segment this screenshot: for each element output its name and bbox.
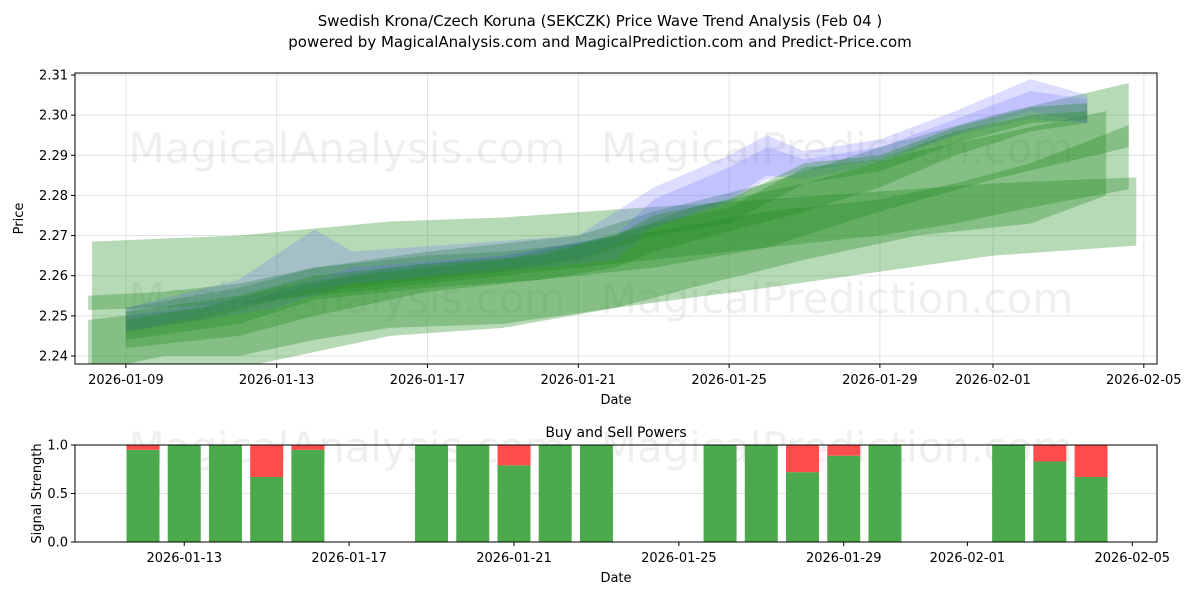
buy-bar xyxy=(538,445,572,542)
x-axis-label: Date xyxy=(600,393,631,408)
buy-bar xyxy=(291,449,325,542)
x-tick-label: 2026-01-21 xyxy=(476,551,552,566)
x-tick-label: 2026-02-01 xyxy=(955,373,1031,388)
plot-frame xyxy=(74,72,1158,365)
buy-bar xyxy=(744,445,778,542)
green-wave-band xyxy=(125,111,1088,332)
y-tick-label: 2.28 xyxy=(39,189,68,204)
x-tick-label: 2026-01-29 xyxy=(842,373,918,388)
green-wave-band xyxy=(88,111,1107,364)
watermark: MagicalAnalysis.com xyxy=(129,124,566,173)
y-tick-label: 0.0 xyxy=(47,536,68,551)
watermark: MagicalPrediction.com xyxy=(601,124,1074,173)
sell-bar xyxy=(126,445,160,450)
sell-bar xyxy=(250,445,284,478)
sell-bar xyxy=(1074,445,1108,478)
chart-title: Swedish Krona/Czech Koruna (SEKCZK) Pric… xyxy=(318,12,883,30)
buy-bar xyxy=(250,477,284,542)
green-wave-band xyxy=(88,125,1129,310)
y-tick-label: 2.25 xyxy=(39,309,68,324)
x-tick-label: 2026-01-21 xyxy=(541,373,617,388)
y-axis-label: Price xyxy=(12,203,27,235)
sell-bar xyxy=(827,445,861,456)
buy-bar xyxy=(703,445,737,542)
sell-bar xyxy=(786,445,820,473)
buy-bar xyxy=(868,445,902,542)
buy-bar xyxy=(786,472,820,542)
buy-bar xyxy=(208,445,242,542)
y-tick-label: 0.5 xyxy=(47,487,68,502)
x-tick-label: 2026-01-17 xyxy=(390,373,466,388)
x-tick-label: 2026-01-17 xyxy=(311,551,387,566)
blue-wave-band xyxy=(125,79,1088,332)
watermark: MagicalAnalysis.com xyxy=(129,274,566,323)
y-tick-label: 2.26 xyxy=(39,269,68,284)
x-tick-label: 2026-01-25 xyxy=(641,551,717,566)
sell-bar xyxy=(1033,445,1067,462)
signal-chart: MagicalAnalysis.comMagicalPrediction.com… xyxy=(30,423,1170,586)
y-tick-label: 2.31 xyxy=(39,69,68,84)
y-tick-label: 2.27 xyxy=(39,229,68,244)
x-axis-label: Date xyxy=(600,571,631,586)
x-tick-label: 2026-01-09 xyxy=(88,373,164,388)
subplot-title: Buy and Sell Powers xyxy=(545,425,686,441)
x-tick-label: 2026-01-13 xyxy=(146,551,222,566)
x-tick-label: 2026-02-01 xyxy=(930,551,1006,566)
chart-subtitle: powered by MagicalAnalysis.com and Magic… xyxy=(288,33,912,51)
buy-bar xyxy=(579,445,613,542)
green-wave-band xyxy=(91,177,1137,364)
y-axis-label: Signal Strength xyxy=(30,443,45,543)
blue-wave-band xyxy=(125,91,1088,332)
x-tick-label: 2026-01-29 xyxy=(806,551,882,566)
green-wave-band xyxy=(125,103,1088,340)
price-chart: MagicalAnalysis.com MagicalPrediction.com… xyxy=(12,69,1182,408)
x-tick-label: 2026-02-05 xyxy=(1094,551,1170,566)
green-wave-band xyxy=(125,83,1129,348)
y-tick-label: 2.30 xyxy=(39,109,68,124)
buy-bar xyxy=(827,455,861,542)
buy-bar xyxy=(1074,477,1108,542)
buy-bar xyxy=(415,445,449,542)
x-tick-label: 2026-01-25 xyxy=(691,373,767,388)
y-tick-label: 2.24 xyxy=(39,349,68,364)
y-tick-label: 1.0 xyxy=(47,439,68,454)
x-tick-label: 2026-02-05 xyxy=(1106,373,1182,388)
sell-bar xyxy=(497,445,531,466)
buy-bar xyxy=(1033,461,1067,542)
buy-bar xyxy=(497,465,531,542)
watermark: MagicalAnalysis.com xyxy=(129,423,566,472)
wave-bands xyxy=(88,79,1137,364)
y-tick-label: 2.29 xyxy=(39,149,68,164)
buy-bar xyxy=(456,445,490,542)
watermark: MagicalPrediction.com xyxy=(601,274,1074,323)
buy-bar xyxy=(167,445,201,542)
buy-bar xyxy=(992,445,1026,542)
buy-bar xyxy=(126,449,160,542)
sell-bar xyxy=(291,445,325,450)
x-tick-label: 2026-01-13 xyxy=(239,373,315,388)
